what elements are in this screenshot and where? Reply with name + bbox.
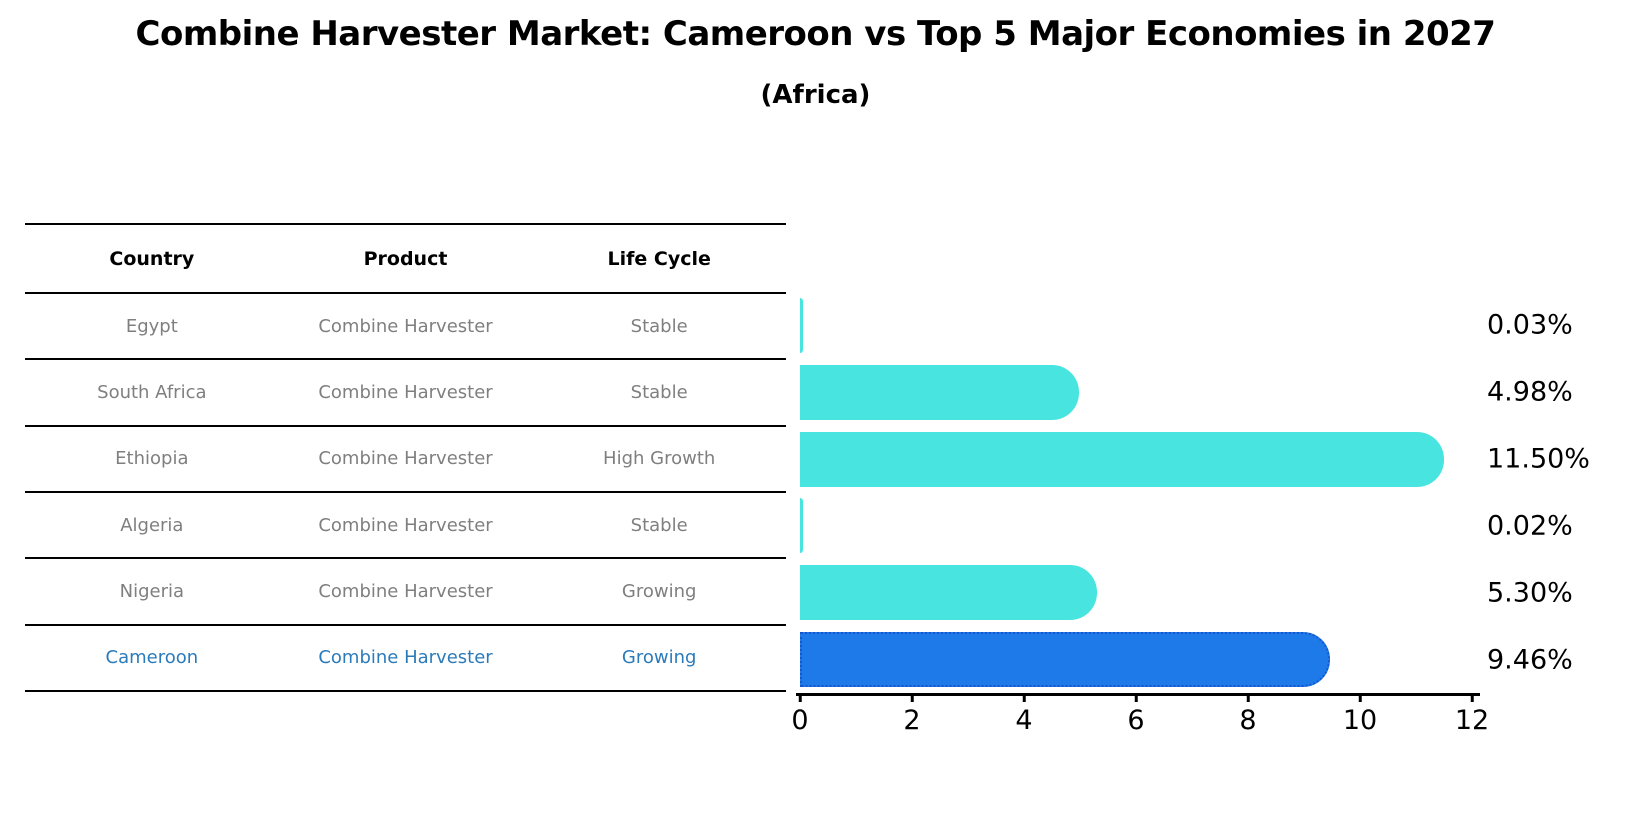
header-country: Country: [109, 247, 195, 270]
country-table: Country Product Life Cycle Egypt Combine …: [25, 223, 786, 692]
x-tick-label: 12: [1454, 705, 1490, 736]
table-row: Algeria Combine Harvester Stable: [25, 493, 786, 560]
bar-value-label: 11.50%: [1487, 443, 1590, 475]
bar-value-label: 0.02%: [1487, 510, 1573, 542]
table-row: Ethiopia Combine Harvester High Growth: [25, 427, 786, 493]
cell-life-cycle: High Growth: [603, 448, 716, 470]
bar-value-label: 4.98%: [1487, 376, 1573, 408]
bar-value-label: 5.30%: [1487, 577, 1573, 609]
x-tick-mark: [1022, 693, 1026, 702]
cell-life-cycle: Stable: [630, 315, 688, 337]
cell-product: Combine Harvester: [318, 514, 493, 536]
x-axis-line: [796, 693, 1480, 696]
cell-product: Combine Harvester: [318, 315, 493, 337]
x-tick-mark: [1246, 693, 1250, 702]
x-tick-label: 0: [791, 705, 809, 736]
cell-product: Combine Harvester: [318, 448, 493, 470]
table-row: Egypt Combine Harvester Stable: [25, 294, 786, 361]
bar-cameroon: [800, 632, 1330, 688]
bar-egypt: [800, 297, 803, 353]
table-row: Cameroon Combine Harvester Growing: [25, 626, 786, 692]
x-tick-mark: [798, 693, 802, 702]
cell-country: Cameroon: [105, 647, 199, 669]
x-tick-label: 6: [1127, 705, 1145, 736]
bar-south-africa: [800, 364, 1079, 420]
bar-algeria: [800, 498, 803, 554]
table-header-row: Country Product Life Cycle: [25, 225, 786, 294]
cell-country: Ethiopia: [115, 448, 189, 470]
bar-nigeria: [800, 565, 1097, 621]
cell-life-cycle: Growing: [621, 580, 697, 602]
x-tick-mark: [1470, 693, 1474, 702]
cell-country: Algeria: [120, 514, 184, 536]
table-row: South Africa Combine Harvester Stable: [25, 360, 786, 427]
header-product: Product: [363, 247, 448, 270]
header-life-cycle: Life Cycle: [607, 247, 711, 270]
bar-ethiopia: [800, 431, 1444, 487]
chart-subtitle: (Africa): [760, 80, 871, 110]
table-row: Nigeria Combine Harvester Growing: [25, 559, 786, 626]
cell-product: Combine Harvester: [318, 580, 493, 602]
bar-chart-plot: 0 2 4 6 8 10 12: [791, 292, 1489, 736]
cell-life-cycle: Growing: [621, 647, 697, 669]
cell-country: Nigeria: [119, 580, 185, 602]
x-tick-label: 2: [903, 705, 921, 736]
cell-country: Egypt: [125, 315, 178, 337]
cell-product: Combine Harvester: [318, 381, 493, 403]
x-tick-label: 8: [1239, 705, 1257, 736]
bar-value-label: 0.03%: [1487, 309, 1573, 341]
chart-title: Combine Harvester Market: Cameroon vs To…: [135, 14, 1496, 54]
x-tick-mark: [1358, 693, 1362, 702]
cell-life-cycle: Stable: [630, 514, 688, 536]
x-tick-mark: [910, 693, 914, 702]
x-tick-label: 10: [1342, 705, 1378, 736]
bar-value-label: 9.46%: [1487, 644, 1573, 676]
cell-product: Combine Harvester: [318, 647, 493, 669]
x-tick-mark: [1134, 693, 1138, 702]
cell-life-cycle: Stable: [630, 381, 688, 403]
table-body: Egypt Combine Harvester Stable South Africa…: [25, 294, 786, 692]
x-tick-label: 4: [1015, 705, 1033, 736]
cell-country: South Africa: [97, 381, 207, 403]
